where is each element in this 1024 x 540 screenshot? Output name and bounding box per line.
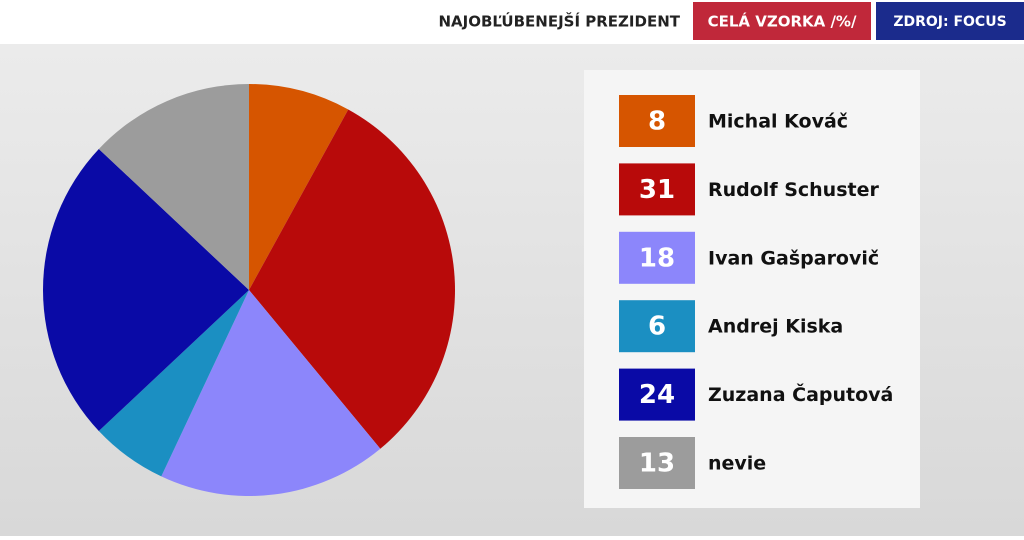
legend-swatch [619,300,695,353]
legend-value: 8 [648,107,666,137]
legend-value: 6 [648,312,666,342]
legend-swatch [619,368,695,421]
legend-label: nevie [708,453,766,475]
legend-label: Zuzana Čaputová [708,382,893,406]
pie-slice [249,84,349,290]
legend-swatch [619,163,695,216]
legend-value: 18 [639,243,675,273]
legend-swatch [619,437,695,489]
pie-slice [42,148,249,432]
legend-label: Andrej Kiska [708,316,843,338]
pie-slice [249,109,456,449]
chart-subtitle: CELÁ VZORKA /%/ [708,12,857,31]
legend-label: Rudolf Schuster [708,179,879,201]
legend-label: Ivan Gašparovič [708,247,879,269]
legend-value: 13 [639,449,675,479]
legend-value: 24 [639,380,675,410]
source-box [876,2,1024,40]
chart-source: ZDROJ: FOCUS [893,14,1006,30]
legend-swatch [619,231,695,284]
subtitle-box [693,2,871,40]
pie-slice [98,84,250,290]
legend-swatch [619,95,695,147]
chart-title: NAJOBĽÚBENEJŠÍ PREZIDENT [438,12,680,31]
legend-label: Michal Kováč [708,111,848,133]
pie-slice [161,290,381,496]
legend-value: 31 [639,175,675,205]
pie-slice [98,290,250,477]
